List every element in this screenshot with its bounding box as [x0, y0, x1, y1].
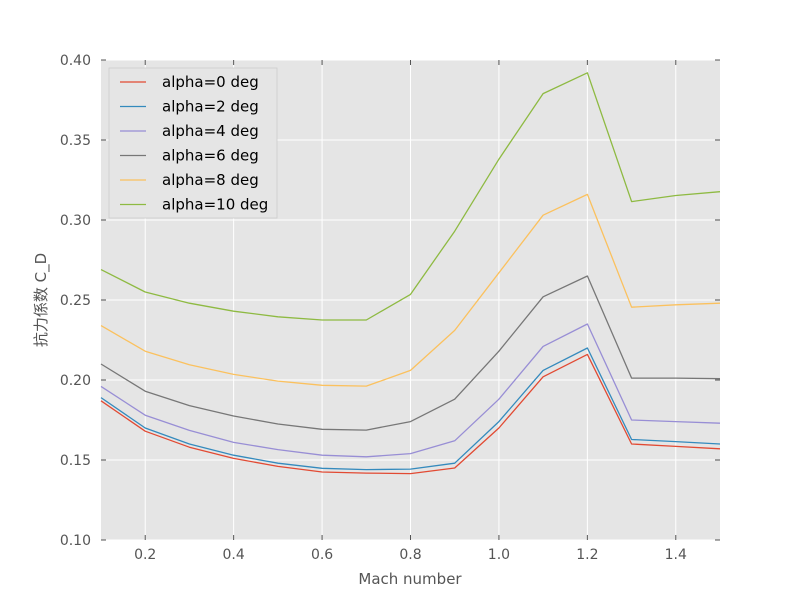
x-tick-label: 1.0 — [488, 547, 510, 563]
y-tick-label: 0.30 — [60, 213, 91, 229]
y-tick-labels: 0.10 0.15 0.20 0.25 0.30 0.35 0.40 — [60, 53, 91, 549]
legend: alpha=0 deg alpha=2 deg alpha=4 deg alpha=6… — [109, 68, 277, 218]
y-tick-label: 0.40 — [60, 53, 91, 69]
drag-coefficient-chart: 0.2 0.4 0.6 0.8 1.0 1.2 1.4 0.100.150.200.250.… — [0, 0, 800, 600]
x-tick-label: 1.4 — [665, 547, 687, 563]
x-axis-title: Mach number — [358, 570, 462, 588]
y-axis-title: 抗力係数 C_D — [32, 253, 51, 347]
y-tick-label: 0.15 — [60, 453, 91, 469]
legend-label: alpha=4 deg — [162, 122, 259, 140]
x-tick-label: 1.2 — [576, 547, 598, 563]
x-tick-labels: 0.2 0.4 0.6 0.8 1.0 1.2 1.4 — [134, 547, 687, 563]
x-tick-label: 0.6 — [311, 547, 333, 563]
y-tick-label: 0.25 — [60, 293, 91, 309]
legend-label: alpha=0 deg — [162, 73, 259, 91]
y-tick-label: 0.10 — [60, 533, 91, 549]
x-tick-label: 0.8 — [399, 547, 421, 563]
y-tick-label: 0.35 — [60, 133, 91, 149]
x-tick-label: 0.4 — [223, 547, 245, 563]
y-tick-label: 0.20 — [60, 373, 91, 389]
legend-label: alpha=8 deg — [162, 171, 259, 189]
x-tick-label: 0.2 — [134, 547, 156, 563]
legend-label: alpha=2 deg — [162, 98, 259, 116]
legend-label: alpha=10 deg — [162, 196, 268, 214]
legend-label: alpha=6 deg — [162, 147, 259, 165]
